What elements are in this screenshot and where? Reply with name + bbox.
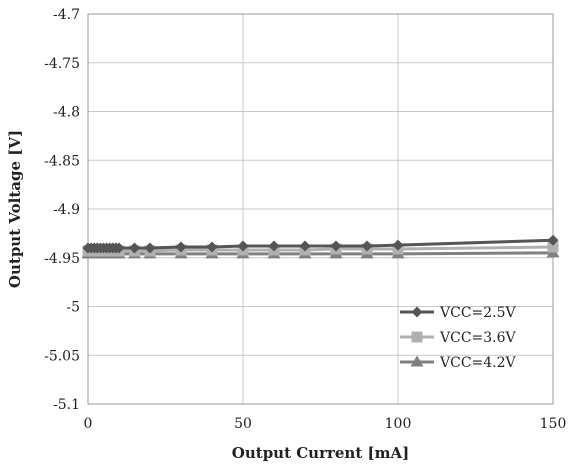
y-tick-label: -4.7	[53, 7, 80, 23]
data-point	[175, 241, 187, 253]
legend-marker	[411, 306, 423, 318]
legend-label: VCC=4.2V	[439, 355, 517, 371]
x-tick-label: 0	[84, 416, 93, 432]
legend-label: VCC=2.5V	[439, 305, 517, 321]
legend-entry: VCC=2.5V	[400, 305, 517, 321]
plot-area-frame	[87, 13, 554, 405]
data-point	[299, 240, 311, 252]
x-tick-label: 150	[540, 416, 567, 432]
data-point	[330, 240, 342, 252]
y-tick-label: -5.1	[53, 397, 80, 413]
series-layer	[81, 234, 560, 259]
data-point	[129, 242, 140, 254]
legend-entry: VCC=4.2V	[400, 355, 517, 371]
x-axis-tick-labels: 0 50 100 150	[84, 416, 567, 432]
y-tick-label: -5.05	[44, 348, 80, 364]
y-tick-label: -5	[66, 300, 80, 316]
y-tick-label: -4.9	[53, 202, 80, 218]
data-point	[206, 241, 218, 253]
data-point	[361, 240, 373, 252]
y-tick-label: -4.85	[44, 153, 80, 169]
data-point	[547, 234, 559, 246]
data-point	[237, 240, 249, 252]
legend-entry: VCC=3.6V	[400, 330, 517, 346]
x-axis-title: Output Current [mA]	[232, 444, 409, 462]
legend-label: VCC=3.6V	[439, 330, 517, 346]
legend-marker	[411, 331, 423, 343]
data-point	[392, 239, 404, 251]
data-point	[144, 242, 156, 254]
legend: VCC=2.5V VCC=3.6V VCC=4.2V	[400, 305, 517, 371]
y-axis-tick-labels: -4.7 -4.75 -4.8 -4.85 -4.9 -4.95 -5 -5.05 -5.1	[44, 7, 80, 413]
data-point	[547, 241, 559, 253]
data-point	[268, 240, 280, 252]
series-line	[88, 251, 554, 256]
legend-marker	[410, 355, 424, 367]
y-tick-label: -4.75	[44, 56, 80, 72]
y-tick-label: -4.95	[44, 251, 80, 267]
y-tick-label: -4.8	[53, 105, 80, 121]
series-1	[82, 234, 559, 254]
x-tick-label: 100	[385, 416, 412, 432]
x-tick-label: 50	[234, 416, 252, 432]
data-point	[113, 242, 125, 254]
y-axis-title: Output Voltage [V]	[6, 130, 24, 288]
